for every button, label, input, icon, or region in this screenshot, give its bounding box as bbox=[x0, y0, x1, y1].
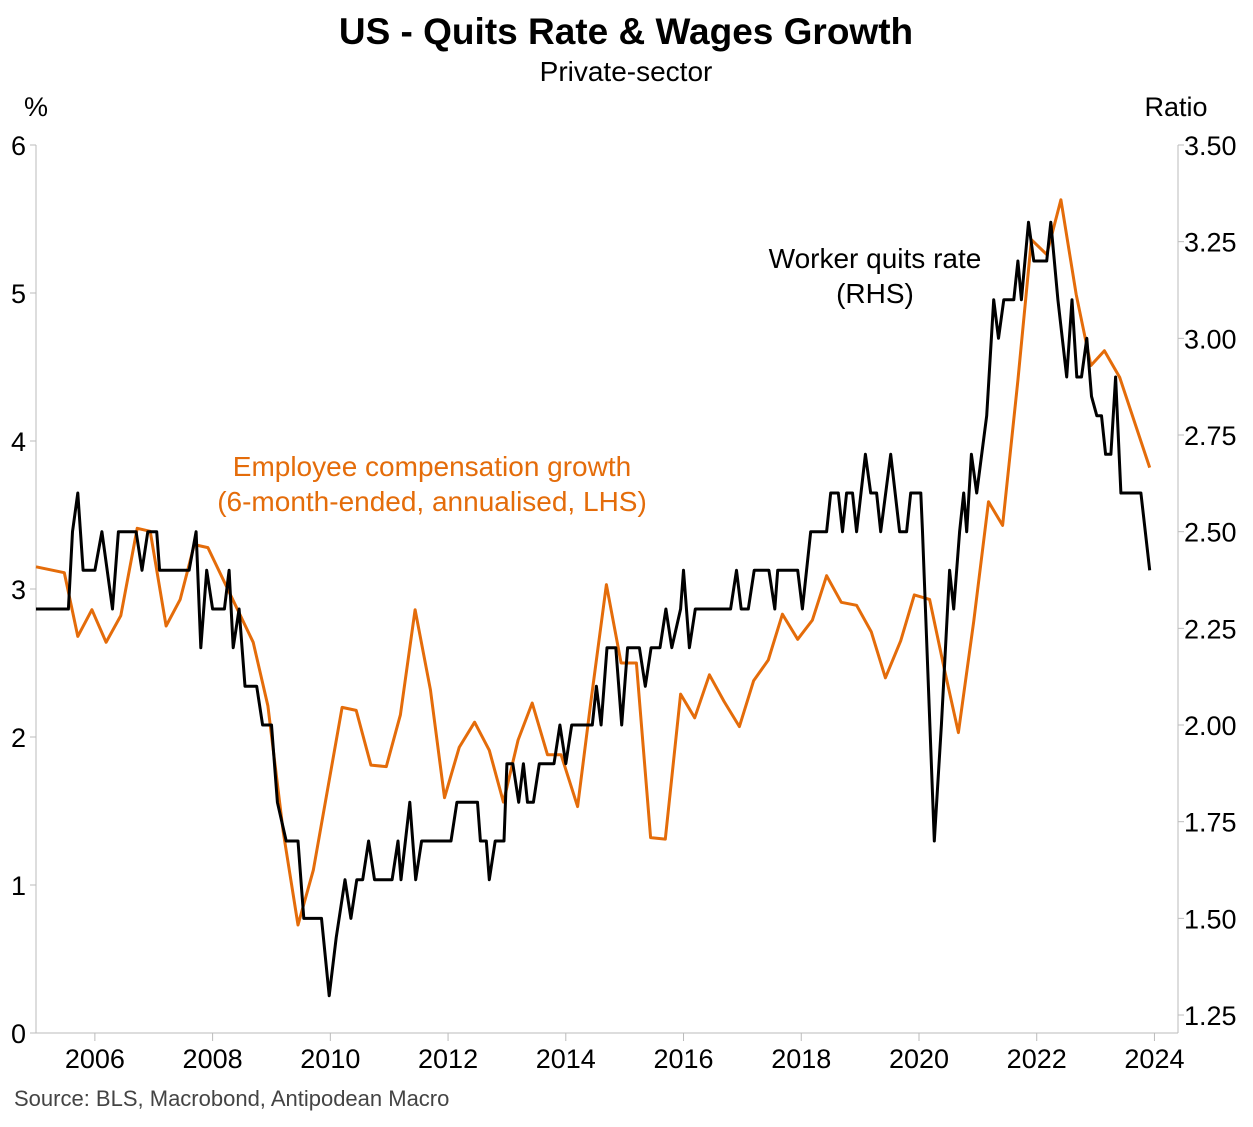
chart-title: US - Quits Rate & Wages Growth bbox=[339, 11, 913, 52]
x-tick-label: 2024 bbox=[1124, 1044, 1184, 1074]
y2-tick-label: 1.50 bbox=[1184, 904, 1237, 934]
series-line bbox=[35, 198, 1152, 927]
source-note: Source: BLS, Macrobond, Antipodean Macro bbox=[14, 1086, 449, 1111]
y-tick-label: 6 bbox=[11, 131, 26, 161]
y-tick-label: 4 bbox=[11, 427, 26, 457]
y2-tick-label: 3.00 bbox=[1184, 324, 1237, 354]
x-tick-label: 2006 bbox=[65, 1044, 125, 1074]
annotation: (RHS) bbox=[836, 278, 914, 309]
y2-axis-label: Ratio bbox=[1144, 92, 1207, 122]
x-tick-label: 2018 bbox=[771, 1044, 831, 1074]
x-tick-label: 2022 bbox=[1007, 1044, 1067, 1074]
y-axis-label: % bbox=[24, 92, 48, 122]
x-tick-label: 2012 bbox=[418, 1044, 478, 1074]
x-tick-label: 2008 bbox=[183, 1044, 243, 1074]
y-tick-label: 1 bbox=[11, 871, 26, 901]
y2-tick-label: 2.50 bbox=[1184, 518, 1237, 548]
y2-tick-label: 1.25 bbox=[1184, 1001, 1237, 1031]
y2-tick-label: 2.75 bbox=[1184, 421, 1237, 451]
y2-tick-label: 2.00 bbox=[1184, 711, 1237, 741]
y-tick-label: 0 bbox=[11, 1019, 26, 1049]
x-tick-label: 2014 bbox=[536, 1044, 596, 1074]
y-tick-label: 3 bbox=[11, 575, 26, 605]
chart-subtitle: Private-sector bbox=[540, 56, 713, 87]
annotation: Worker quits rate bbox=[769, 243, 982, 274]
y2-tick-label: 2.25 bbox=[1184, 614, 1237, 644]
y2-tick-label: 1.75 bbox=[1184, 808, 1237, 838]
x-tick-label: 2010 bbox=[300, 1044, 360, 1074]
annotation: Employee compensation growth bbox=[233, 451, 631, 482]
annotation: (6-month-ended, annualised, LHS) bbox=[217, 486, 647, 517]
x-tick-label: 2020 bbox=[889, 1044, 949, 1074]
y2-tick-label: 3.25 bbox=[1184, 228, 1237, 258]
y-tick-label: 2 bbox=[11, 723, 26, 753]
series-line bbox=[36, 220, 1152, 998]
x-tick-label: 2016 bbox=[653, 1044, 713, 1074]
y2-tick-label: 3.50 bbox=[1184, 131, 1237, 161]
y-tick-label: 5 bbox=[11, 279, 26, 309]
